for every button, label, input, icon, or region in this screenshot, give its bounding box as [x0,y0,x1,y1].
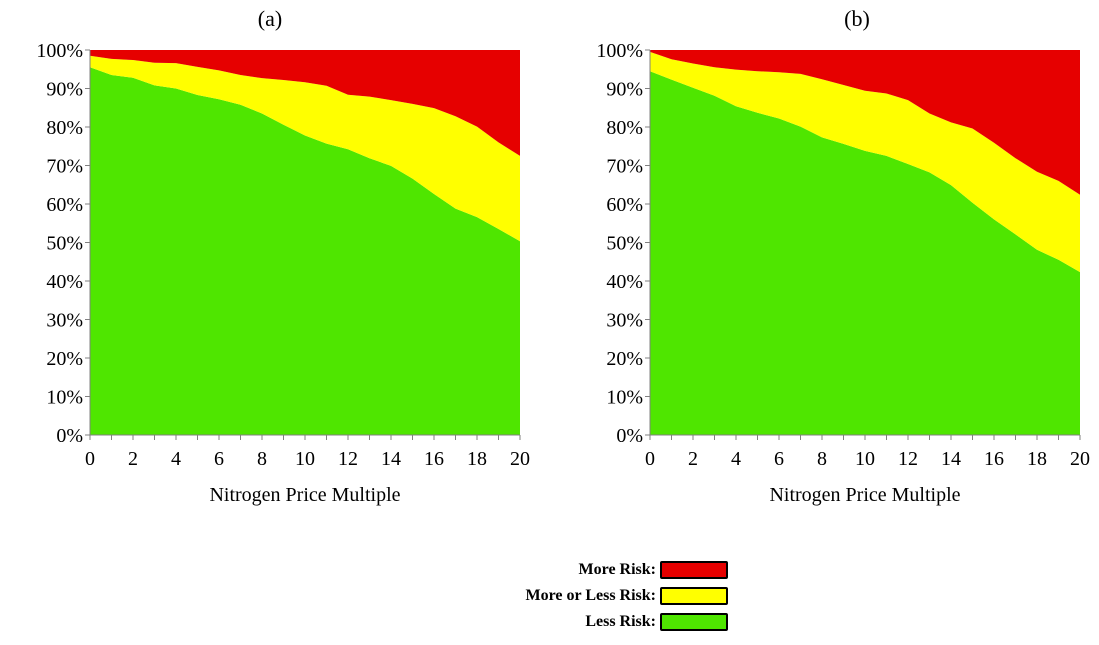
x-tick-label: 8 [257,448,267,470]
legend-item-less-risk: Less Risk: [430,611,730,637]
y-tick-label: 0% [616,425,643,447]
legend-label-more-or-less-risk: More or Less Risk: [525,587,656,604]
x-tick-label: 14 [381,448,401,470]
y-tick-label: 60% [606,194,643,216]
y-tick-label: 40% [46,271,83,293]
y-tick-label: 40% [606,271,643,293]
y-tick-label: 50% [46,233,83,255]
x-tick-label: 2 [128,448,138,470]
x-tick-label: 10 [295,448,315,470]
x-axis-label: Nitrogen Price Multiple [769,484,960,506]
panel-title: (b) [844,6,870,31]
y-tick-label: 30% [606,310,643,332]
y-tick-label: 0% [56,425,83,447]
y-tick-label: 100% [596,40,643,62]
x-axis-label: Nitrogen Price Multiple [209,484,400,506]
x-tick-label: 14 [941,448,961,470]
x-tick-label: 4 [171,448,181,470]
legend-swatch-less-risk [660,613,728,631]
legend-item-more-risk: More Risk: [430,559,730,585]
area-less-risk [650,71,1080,435]
x-tick-label: 20 [510,448,530,470]
y-tick-label: 80% [606,117,643,139]
y-tick-label: 20% [46,348,83,370]
legend: More Risk: More or Less Risk: Less Risk: [430,559,730,637]
panel-title: (a) [258,6,282,31]
y-tick-label: 10% [46,387,83,409]
x-tick-label: 0 [645,448,655,470]
y-tick-label: 10% [606,387,643,409]
y-tick-label: 90% [606,79,643,101]
y-tick-label: 30% [46,310,83,332]
area-more-or-less-risk [650,51,1080,273]
y-tick-label: 80% [46,117,83,139]
y-tick-label: 90% [46,79,83,101]
x-tick-label: 8 [817,448,827,470]
chart-panel-a: 0% 10% 20% 30% 40% 50% 60% 70% 80% 90% 100% 0 2 4 6 8 10… [36,6,530,506]
x-tick-label: 12 [338,448,358,470]
area-less-risk [90,67,520,436]
x-tick-label: 16 [984,448,1004,470]
legend-swatch-more-risk [660,561,728,579]
legend-item-more-or-less-risk: More or Less Risk: [430,585,730,611]
x-tick-label: 12 [898,448,918,470]
y-tick-label: 70% [46,156,83,178]
area-more-risk [650,50,1080,195]
y-tick-label: 20% [606,348,643,370]
x-tick-label: 6 [214,448,224,470]
area-more-or-less-risk [90,55,520,242]
area-more-risk [90,50,520,156]
x-tick-label: 10 [855,448,875,470]
y-tick-label: 100% [36,40,83,62]
x-tick-label: 6 [774,448,784,470]
x-tick-label: 18 [1027,448,1047,470]
chart-panel-b: 0% 10% 20% 30% 40% 50% 60% 70% 80% 90% 100% 0 2 4 6 8 10… [596,6,1090,506]
x-tick-label: 16 [424,448,444,470]
y-tick-label: 50% [606,233,643,255]
y-tick-label: 60% [46,194,83,216]
legend-label-more-risk: More Risk: [578,561,656,578]
legend-swatch-more-or-less-risk [660,587,728,605]
x-tick-label: 0 [85,448,95,470]
x-tick-label: 18 [467,448,487,470]
x-tick-label: 20 [1070,448,1090,470]
y-tick-label: 70% [606,156,643,178]
legend-label-less-risk: Less Risk: [585,613,656,630]
x-tick-label: 4 [731,448,741,470]
x-tick-label: 2 [688,448,698,470]
